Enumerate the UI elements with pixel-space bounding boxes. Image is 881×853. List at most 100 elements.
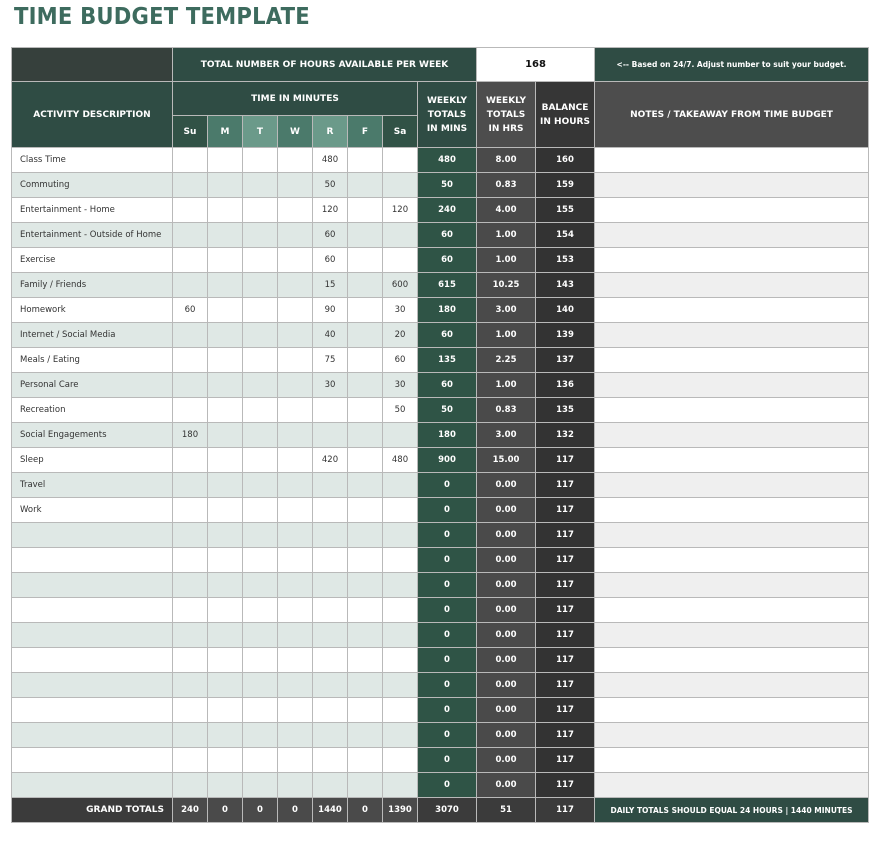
notes-cell[interactable] [594,147,870,173]
day-minutes-cell[interactable] [242,622,278,648]
day-minutes-cell[interactable] [207,622,243,648]
day-minutes-cell[interactable] [172,597,208,623]
notes-cell[interactable] [594,222,870,248]
notes-cell[interactable] [594,447,870,473]
day-minutes-cell[interactable] [312,472,348,498]
notes-cell[interactable] [594,272,870,298]
activity-cell[interactable]: Class Time [11,147,173,173]
day-minutes-cell[interactable] [277,147,313,173]
notes-cell[interactable] [594,347,870,373]
day-minutes-cell[interactable] [347,447,383,473]
day-minutes-cell[interactable] [207,347,243,373]
day-minutes-cell[interactable] [382,597,418,623]
notes-cell[interactable] [594,497,870,523]
day-minutes-cell[interactable] [172,447,208,473]
day-minutes-cell[interactable] [312,747,348,773]
day-minutes-cell[interactable] [347,622,383,648]
day-minutes-cell[interactable] [277,222,313,248]
day-minutes-cell[interactable] [172,747,208,773]
notes-cell[interactable] [594,372,870,398]
day-minutes-cell[interactable] [277,597,313,623]
activity-cell[interactable]: Travel [11,472,173,498]
activity-cell[interactable]: Commuting [11,172,173,198]
day-minutes-cell[interactable] [207,172,243,198]
day-minutes-cell[interactable]: 60 [382,347,418,373]
notes-cell[interactable] [594,172,870,198]
day-minutes-cell[interactable]: 30 [382,372,418,398]
day-minutes-cell[interactable]: 120 [382,197,418,223]
activity-cell[interactable] [11,672,173,698]
day-minutes-cell[interactable]: 180 [172,422,208,448]
day-minutes-cell[interactable]: 20 [382,322,418,348]
day-minutes-cell[interactable] [242,172,278,198]
day-minutes-cell[interactable] [207,447,243,473]
notes-cell[interactable] [594,247,870,273]
day-minutes-cell[interactable] [277,272,313,298]
activity-cell[interactable]: Work [11,497,173,523]
day-minutes-cell[interactable] [277,747,313,773]
day-minutes-cell[interactable] [172,547,208,573]
notes-cell[interactable] [594,597,870,623]
day-minutes-cell[interactable] [172,397,208,423]
day-minutes-cell[interactable] [242,572,278,598]
day-minutes-cell[interactable] [347,222,383,248]
day-minutes-cell[interactable] [277,172,313,198]
day-minutes-cell[interactable]: 480 [382,447,418,473]
activity-cell[interactable]: Personal Care [11,372,173,398]
day-minutes-cell[interactable] [312,772,348,798]
total-hours-input[interactable]: 168 [476,47,596,82]
day-minutes-cell[interactable] [382,622,418,648]
activity-cell[interactable]: Meals / Eating [11,347,173,373]
day-minutes-cell[interactable] [382,547,418,573]
day-minutes-cell[interactable] [172,472,208,498]
day-minutes-cell[interactable] [347,197,383,223]
day-minutes-cell[interactable] [347,172,383,198]
activity-cell[interactable] [11,547,173,573]
day-minutes-cell[interactable]: 30 [312,372,348,398]
day-minutes-cell[interactable] [277,197,313,223]
day-minutes-cell[interactable] [382,522,418,548]
day-minutes-cell[interactable] [347,522,383,548]
day-minutes-cell[interactable] [382,672,418,698]
day-minutes-cell[interactable] [347,722,383,748]
notes-cell[interactable] [594,397,870,423]
day-minutes-cell[interactable] [172,697,208,723]
day-minutes-cell[interactable] [277,647,313,673]
day-minutes-cell[interactable] [277,247,313,273]
day-minutes-cell[interactable] [172,322,208,348]
day-minutes-cell[interactable] [172,372,208,398]
notes-cell[interactable] [594,672,870,698]
day-minutes-cell[interactable] [207,422,243,448]
day-minutes-cell[interactable] [207,222,243,248]
notes-cell[interactable] [594,297,870,323]
day-minutes-cell[interactable] [347,422,383,448]
day-minutes-cell[interactable]: 50 [312,172,348,198]
notes-cell[interactable] [594,522,870,548]
day-minutes-cell[interactable] [207,547,243,573]
day-minutes-cell[interactable] [312,647,348,673]
day-minutes-cell[interactable] [277,772,313,798]
day-minutes-cell[interactable]: 60 [312,247,348,273]
day-minutes-cell[interactable] [242,272,278,298]
day-minutes-cell[interactable] [312,572,348,598]
day-minutes-cell[interactable] [242,372,278,398]
day-minutes-cell[interactable] [172,222,208,248]
day-minutes-cell[interactable] [347,472,383,498]
activity-cell[interactable]: Social Engagements [11,422,173,448]
day-minutes-cell[interactable] [382,697,418,723]
day-minutes-cell[interactable]: 50 [382,397,418,423]
day-minutes-cell[interactable] [172,147,208,173]
day-minutes-cell[interactable] [207,522,243,548]
day-minutes-cell[interactable]: 60 [312,222,348,248]
day-minutes-cell[interactable]: 120 [312,197,348,223]
day-minutes-cell[interactable] [207,297,243,323]
day-minutes-cell[interactable] [207,472,243,498]
activity-cell[interactable]: Entertainment - Home [11,197,173,223]
day-minutes-cell[interactable] [277,497,313,523]
day-minutes-cell[interactable] [312,397,348,423]
day-minutes-cell[interactable] [347,147,383,173]
notes-cell[interactable] [594,322,870,348]
day-minutes-cell[interactable] [347,347,383,373]
day-minutes-cell[interactable] [207,747,243,773]
notes-cell[interactable] [594,647,870,673]
